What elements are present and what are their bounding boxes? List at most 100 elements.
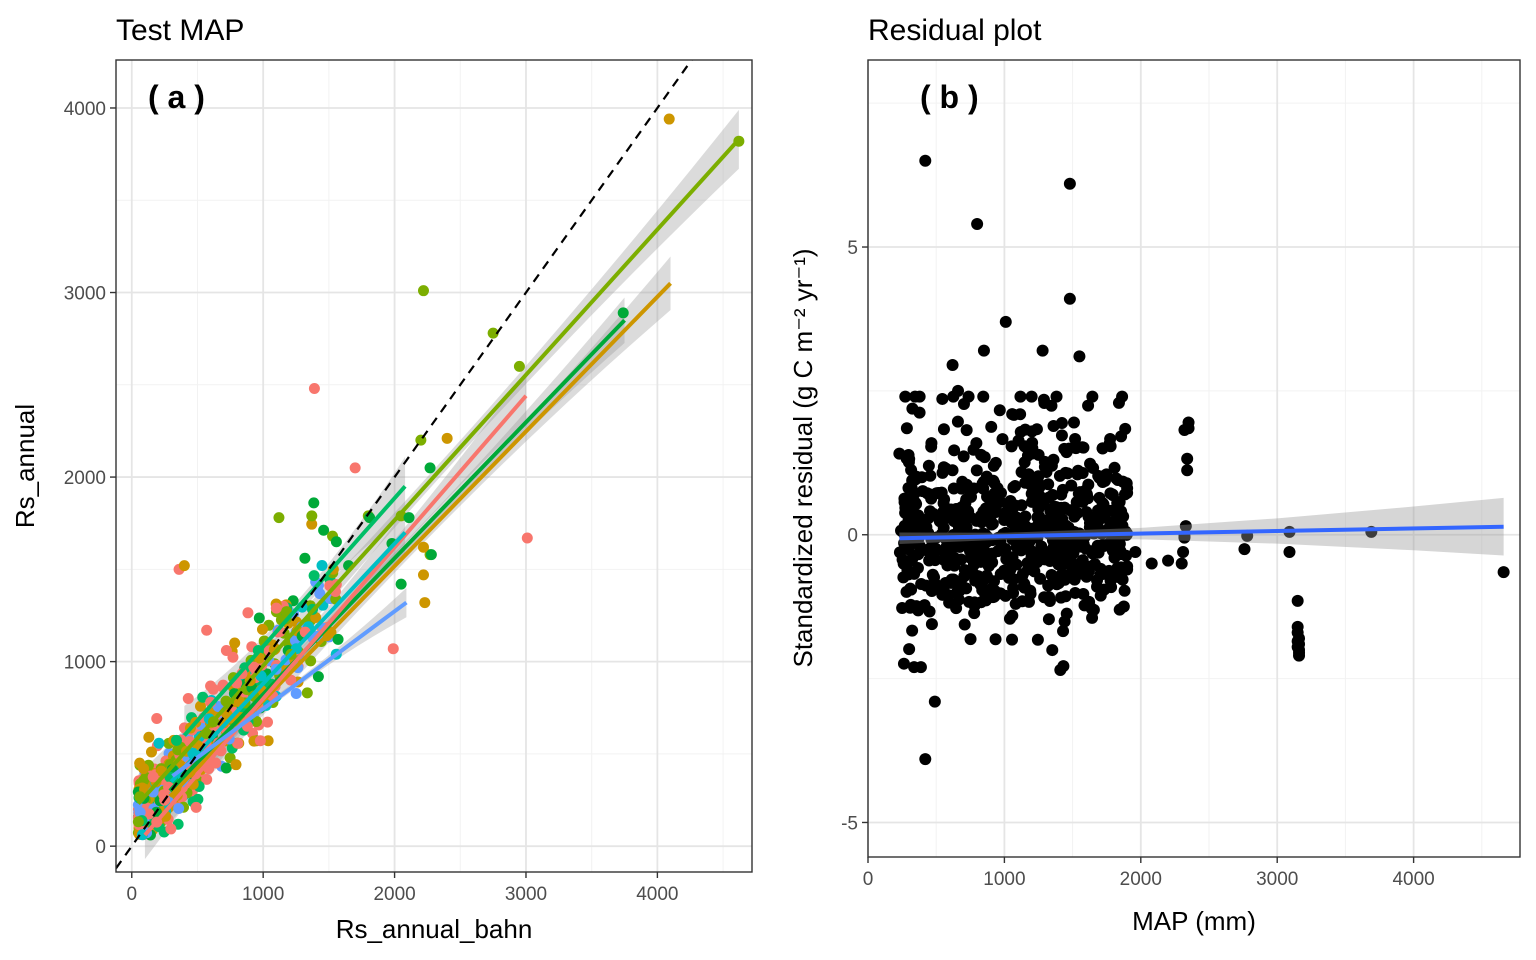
panel-a-data-point	[312, 671, 324, 683]
panel-b-data-point	[1053, 469, 1066, 482]
panel-a-data-point	[417, 285, 429, 297]
panel-b-data-point	[904, 582, 917, 595]
panel-a-data-point	[419, 597, 431, 609]
panel-b-data-point	[1046, 644, 1059, 657]
panel-a-data-point	[330, 536, 342, 548]
panel-b-data-point	[963, 595, 976, 608]
panel-b-data-point	[1058, 558, 1071, 571]
panel-b-data-point	[932, 486, 945, 499]
panel-a-y-tick-label: 3000	[64, 284, 106, 305]
panel-b-data-point	[1104, 432, 1117, 445]
panel-b-data-point	[1014, 425, 1027, 438]
panel-b-data-point	[908, 487, 921, 500]
panel-b-data-point	[904, 523, 917, 536]
panel-b-x-tick-label: 0	[863, 869, 874, 890]
panel-b-data-point	[1069, 433, 1082, 446]
panel-b-data-point	[1086, 611, 1099, 624]
panel-b-data-point	[970, 464, 983, 477]
panel-b-data-point	[1081, 568, 1094, 581]
panel-b-data-point	[954, 536, 967, 549]
panel-a-data-point	[195, 700, 207, 712]
panel-b-data-point	[1291, 635, 1304, 648]
panel-b-data-point	[893, 447, 906, 460]
panel-b-data-point	[919, 753, 932, 766]
panel-a-data-point	[210, 757, 222, 769]
panel-b-data-point	[1057, 625, 1070, 638]
panel-b-data-point	[915, 577, 928, 590]
panel-a-data-point	[143, 731, 155, 743]
panel-b-data-point	[1036, 344, 1049, 357]
panel-b-data-point	[958, 618, 971, 631]
panel-a-data-point	[332, 633, 344, 645]
panel-b-data-point	[989, 633, 1002, 646]
panel-b-data-point	[937, 423, 950, 436]
panel-b-y-tick-label: -5	[841, 813, 858, 834]
panel-b: Residual plot ( b ) 0 1000 2000 3000 4000 -5…	[788, 14, 1521, 936]
panel-b-label: ( b )	[920, 79, 979, 115]
panel-a-frame	[115, 59, 753, 873]
panel-b-data-point	[1005, 553, 1018, 566]
panel-b-data-point	[1079, 542, 1092, 555]
panel-b-data-point	[1046, 488, 1059, 501]
panel-a-data-point	[425, 549, 437, 561]
panel-b-data-point	[1032, 470, 1045, 483]
panel-b-data-point	[1042, 478, 1055, 491]
panel-b-x-tick-label: 3000	[1256, 869, 1298, 890]
panel-a-data-point	[487, 327, 499, 339]
panel-b-data-point	[1083, 595, 1096, 608]
panel-b-data-point	[1018, 456, 1031, 469]
panel-b-data-point	[1022, 468, 1035, 481]
panel-b-data-point	[971, 218, 984, 231]
panel-b-data-point	[964, 633, 977, 646]
panel-a-x-tick-label: 2000	[373, 884, 415, 905]
panel-b-data-point	[924, 469, 937, 482]
panel-b-data-point	[919, 154, 932, 167]
panel-b-data-point	[1076, 495, 1089, 508]
panel-a-data-point	[417, 569, 429, 581]
panel-b-data-point	[1024, 478, 1037, 491]
panel-b-data-point	[1068, 573, 1081, 586]
panel-b-data-point	[905, 505, 918, 518]
panel-a-y-ticks: 0 1000 2000 3000 4000	[64, 99, 116, 858]
panel-a-data-point	[308, 497, 320, 509]
panel-b-data-point	[1106, 488, 1119, 501]
panel-b-data-point	[1071, 506, 1084, 519]
panel-b-data-point	[928, 695, 941, 708]
panel-b-data-point	[936, 392, 949, 405]
panel-b-data-point	[938, 546, 951, 559]
panel-b-data-point	[1046, 506, 1059, 519]
panel-b-data-point	[919, 522, 932, 535]
panel-b-data-point	[1065, 479, 1078, 492]
panel-b-data-point	[1121, 486, 1134, 499]
panel-a-data-point	[424, 462, 436, 474]
panel-a-y-axis-label: Rs_annual	[10, 404, 40, 528]
panel-a-x-tick-label: 3000	[505, 884, 547, 905]
panel-b-data-point	[1050, 534, 1063, 547]
panel-a-data-point	[349, 462, 361, 474]
panel-a-data-point	[207, 683, 219, 695]
panel-b-data-point	[1025, 390, 1038, 403]
panel-b-point-cloud	[893, 390, 1134, 674]
panel-b-data-point	[957, 450, 970, 463]
panel-b-data-point	[1181, 452, 1194, 465]
panel-b-data-point	[925, 585, 938, 598]
panel-a-data-point	[395, 578, 407, 590]
panel-b-x-tick-label: 4000	[1392, 869, 1434, 890]
panel-a-data-point	[513, 360, 525, 372]
panel-b-data-point	[1073, 350, 1086, 363]
panel-b-data-point	[1031, 633, 1044, 646]
panel-b-data-point	[937, 497, 950, 510]
panel-b-data-point	[1055, 429, 1068, 442]
panel-b-data-point	[1120, 477, 1133, 490]
panel-a-data-point	[197, 691, 209, 703]
panel-b-data-point	[948, 515, 961, 528]
panel-b-data-point	[1047, 419, 1060, 432]
panel-b-data-point	[902, 554, 915, 567]
panel-b-data-point	[1179, 520, 1192, 533]
panel-a-x-tick-label: 1000	[242, 884, 284, 905]
panel-b-data-point	[1079, 484, 1092, 497]
panel-b-data-point	[898, 492, 911, 505]
panel-b-data-point	[951, 415, 964, 428]
panel-b-data-point	[1063, 292, 1076, 305]
